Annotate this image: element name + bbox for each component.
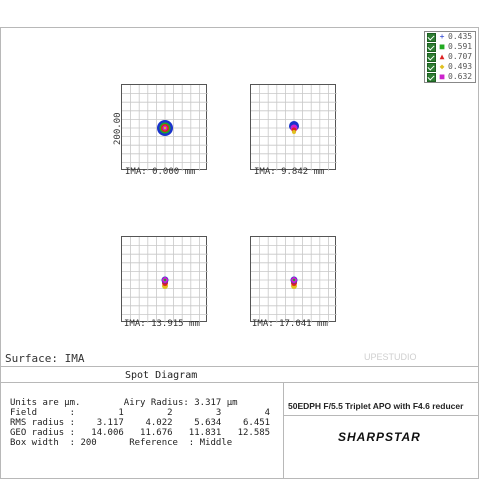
legend-item[interactable]: ◆ 0.493 — [425, 62, 475, 72]
legend-item[interactable]: ■ 0.591 — [425, 42, 475, 52]
spot-yellow — [292, 130, 296, 134]
field-label-4: IMA: 17.041 mm — [252, 319, 328, 329]
legend-value: 0.591 — [448, 42, 473, 51]
field-label-1: IMA: 0.000 mm — [125, 167, 196, 177]
legend-value: 0.632 — [448, 72, 473, 81]
info-block: Units are µm. Airy Radius: 3.317 µm Field… — [10, 398, 270, 448]
spot-plot-1 — [122, 85, 208, 171]
spot-yellow — [163, 126, 167, 130]
checkbox-icon[interactable] — [427, 42, 436, 52]
watermark: UPESTUDIO — [364, 352, 417, 362]
divider-vertical — [283, 382, 284, 479]
info-line: GEO radius : 14.006 11.676 11.831 12.585 — [10, 428, 271, 438]
field-label-2: IMA: 9.842 mm — [254, 167, 325, 177]
checkbox-icon[interactable] — [427, 72, 436, 82]
info-line: Units are µm. Airy Radius: 3.317 µm — [10, 398, 238, 408]
spot-cell-3 — [121, 236, 208, 323]
marker-icon: ▲ — [439, 52, 445, 61]
marker-icon: ■ — [439, 72, 445, 81]
divider-title — [1, 382, 478, 383]
marker-icon: ■ — [439, 42, 445, 51]
marker-icon: + — [439, 32, 445, 41]
checkbox-icon[interactable] — [427, 52, 436, 62]
field-label-3: IMA: 13.915 mm — [124, 319, 200, 329]
plot-frame — [0, 27, 479, 479]
spot-cell-4 — [250, 236, 337, 323]
checkbox-icon[interactable] — [427, 62, 436, 72]
info-line: RMS radius : 3.117 4.022 5.634 6.451 — [10, 418, 271, 428]
legend-value: 0.435 — [448, 32, 473, 41]
wavelength-legend: +0.435 ■ 0.591 ▲ 0.707 ◆ 0.493 ■ 0.632 — [424, 31, 476, 83]
marker-icon: ◆ — [439, 62, 445, 71]
legend-value: 0.493 — [448, 62, 473, 71]
spot-diagram-title: Spot Diagram — [125, 370, 198, 381]
info-line: Box width : 200 Reference : Middle — [10, 438, 233, 448]
lens-description: 50EDPH F/5.5 Triplet APO with F4.6 reduc… — [288, 401, 464, 411]
divider-right — [283, 415, 478, 416]
spot-green — [163, 278, 167, 282]
info-line: Field : 1 2 3 4 — [10, 408, 271, 418]
spot-plot-2 — [251, 85, 337, 171]
legend-item[interactable]: ■ 0.632 — [425, 72, 475, 82]
spot-green — [292, 278, 296, 282]
divider-top — [1, 366, 478, 367]
legend-value: 0.707 — [448, 52, 473, 61]
legend-item[interactable]: ▲ 0.707 — [425, 52, 475, 62]
spot-plot-4 — [251, 237, 337, 323]
spot-cell-1 — [121, 84, 208, 171]
surface-label: Surface: IMA — [5, 352, 85, 365]
legend-item[interactable]: +0.435 — [425, 32, 475, 42]
spot-plot-3 — [122, 237, 208, 323]
checkbox-icon[interactable] — [427, 32, 436, 42]
spot-cell-2 — [250, 84, 337, 171]
brand-logo: SHARPSTAR — [338, 430, 421, 444]
